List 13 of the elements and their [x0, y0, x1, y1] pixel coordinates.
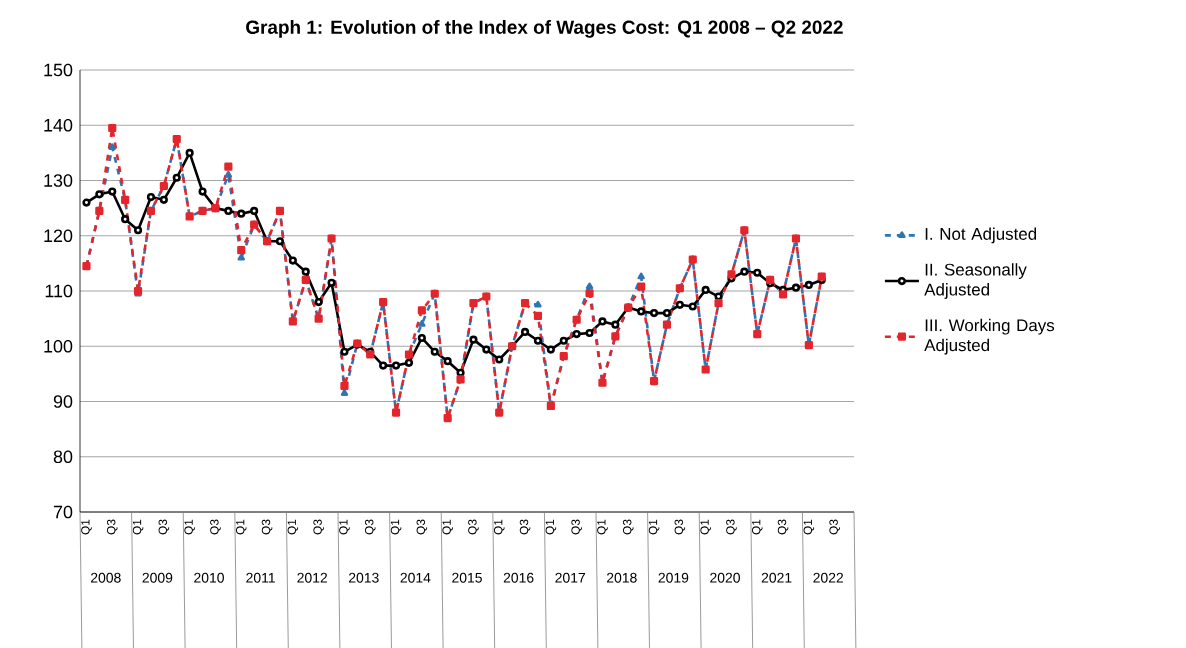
- y-tick-label: 100: [44, 339, 73, 353]
- y-tick-label: 80: [53, 450, 73, 464]
- y-tick-label: 90: [53, 395, 73, 408]
- legend-label: I. Not Adjusted: [925, 227, 1037, 244]
- y-tick-label: 120: [44, 229, 73, 243]
- y-tick-label: 130: [44, 174, 73, 187]
- chart-title: Graph 1: Evolution of the Index of Wages Cost: Q1 2008 – Q2 2022: [246, 20, 843, 38]
- y-tick-label: 110: [45, 284, 73, 298]
- legend-label: III. Working Days Adjusted: [924, 318, 1055, 355]
- y-tick-label: 150: [44, 63, 73, 77]
- y-tick-label: 140: [44, 118, 73, 132]
- y-tick-label: 70: [53, 505, 73, 519]
- legend-label: II. Seasonally Adjusted: [924, 263, 1027, 299]
